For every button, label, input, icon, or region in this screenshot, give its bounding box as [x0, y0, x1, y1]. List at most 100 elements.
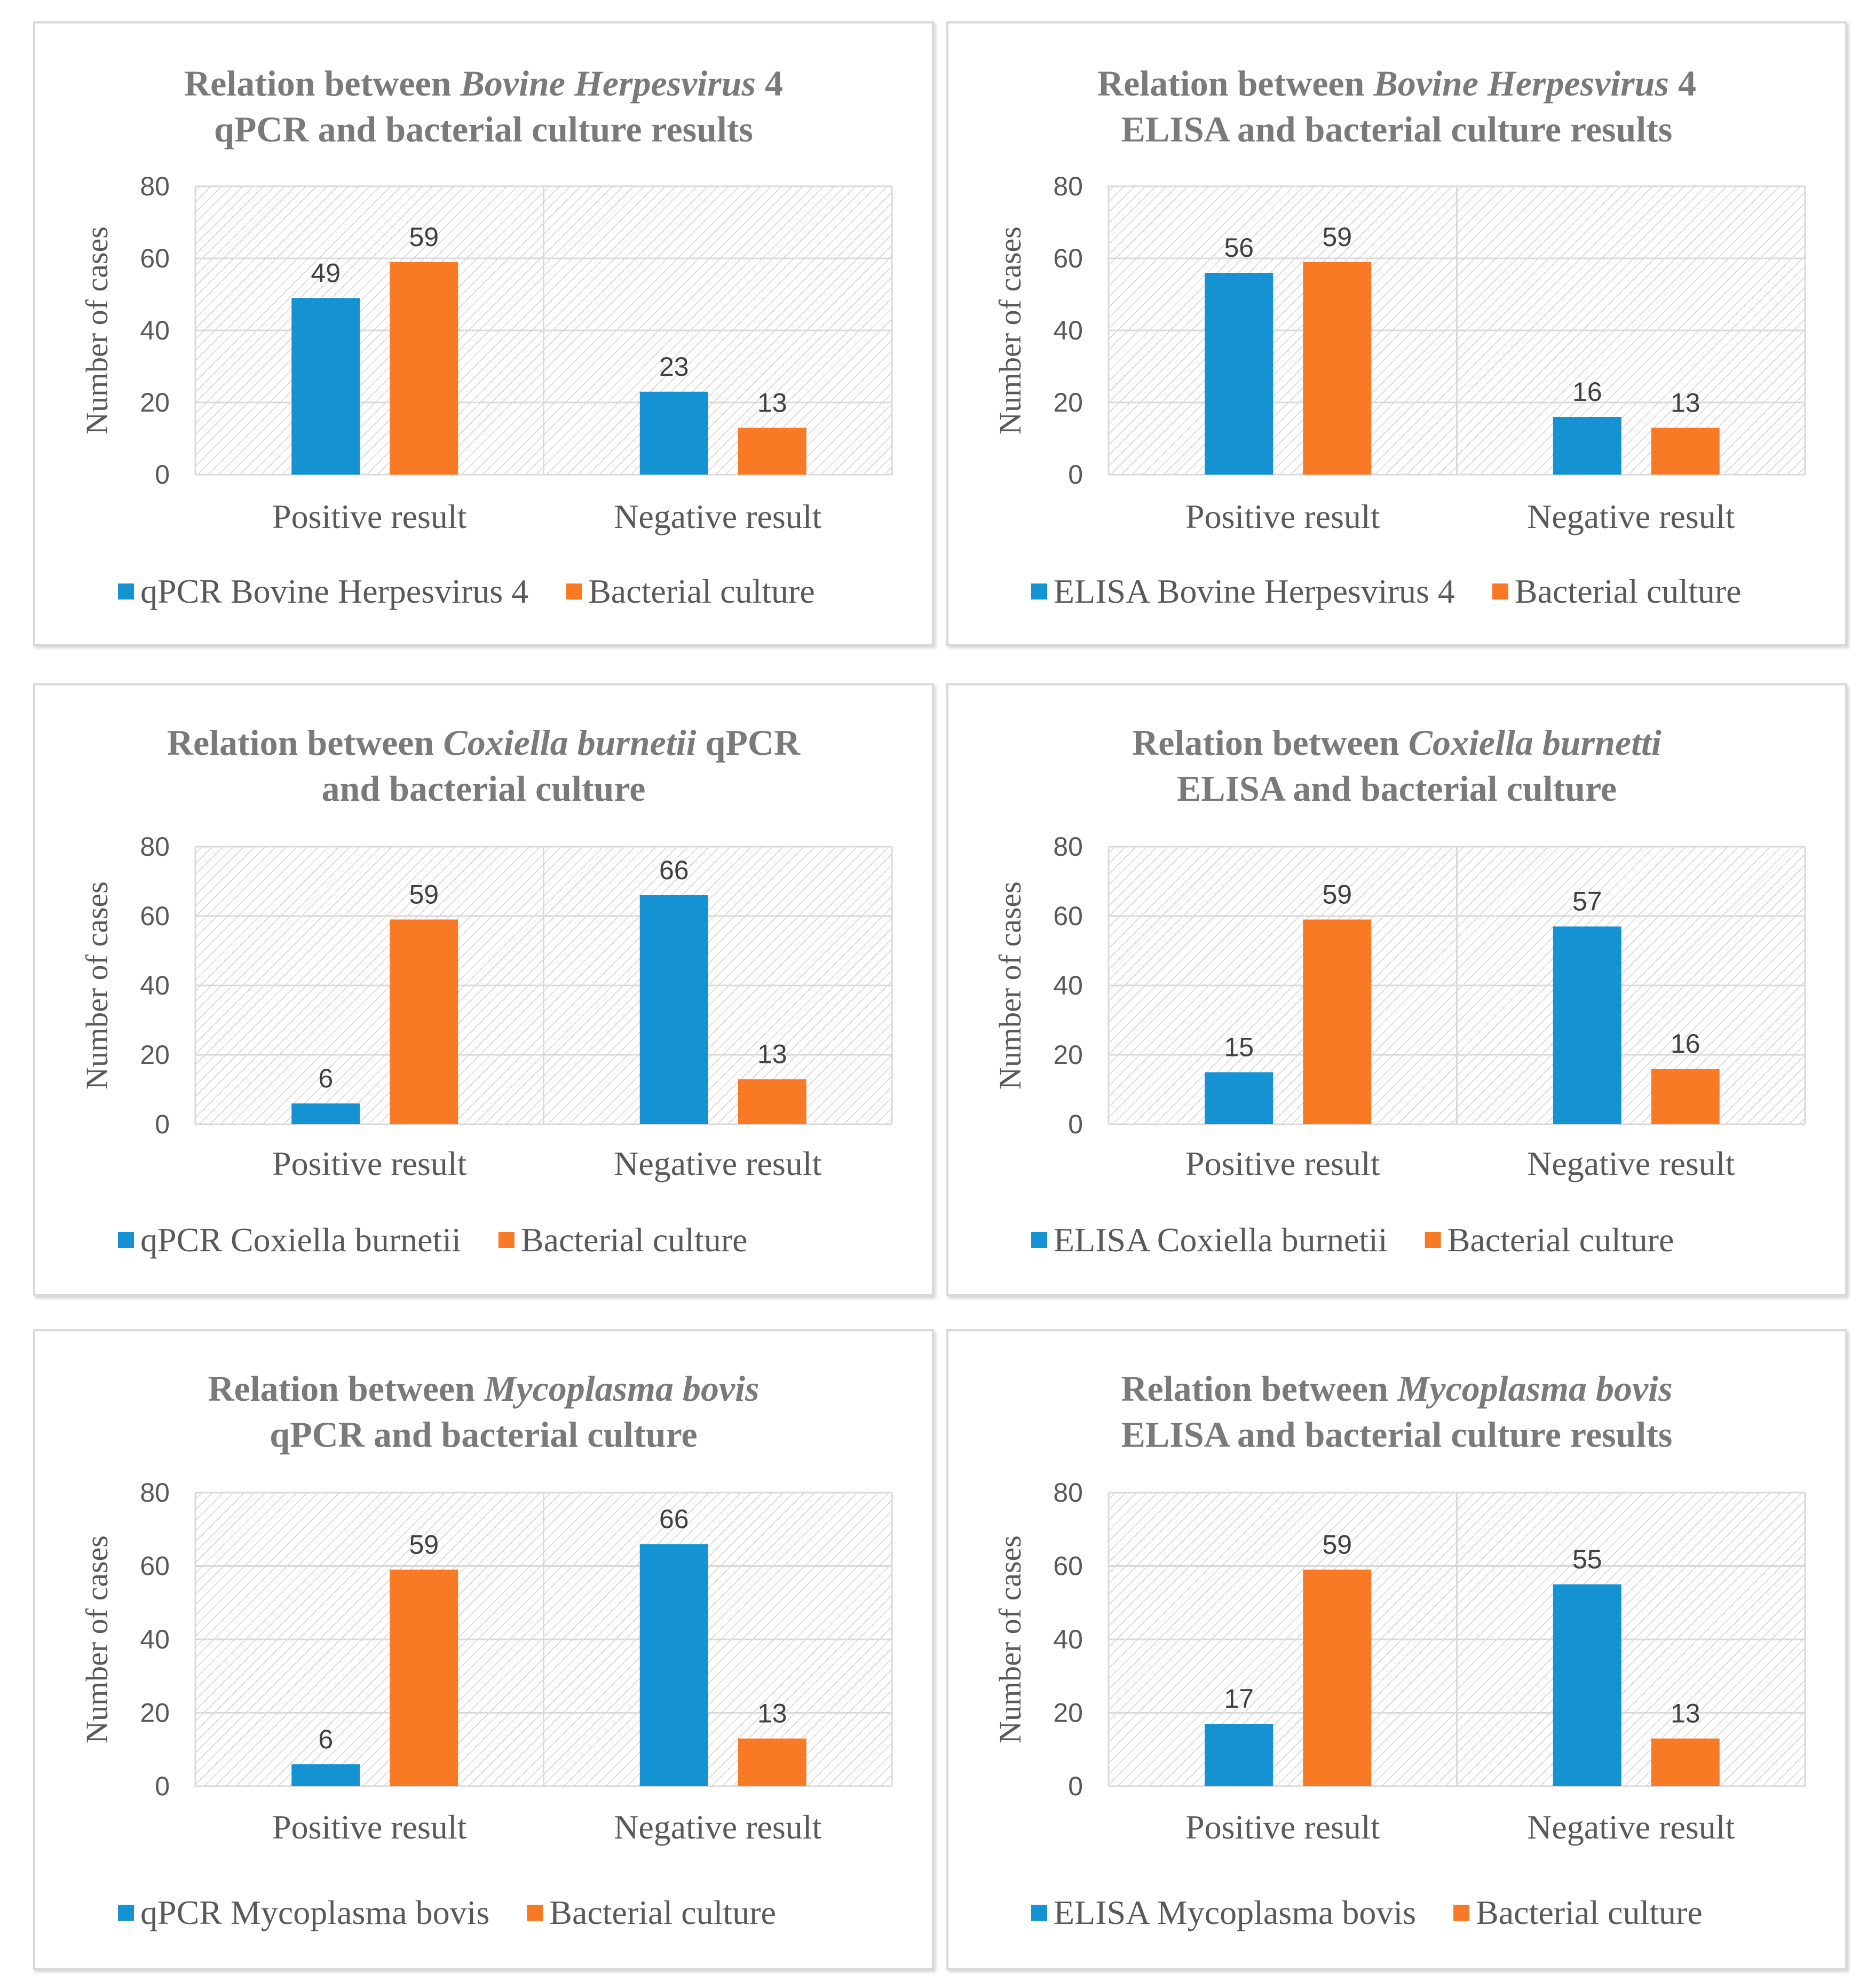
- bar: [1651, 1738, 1720, 1786]
- data-label: 6: [318, 1724, 333, 1754]
- chart-title-line: ELISA and bacterial culture: [1177, 768, 1617, 809]
- y-tick-label: 80: [140, 171, 170, 201]
- x-category-label: Negative result: [1527, 498, 1735, 535]
- bar: [738, 1738, 806, 1786]
- y-axis-label: Number of cases: [80, 1535, 114, 1744]
- chart-title-line: Relation between Mycoplasma bovis: [208, 1368, 759, 1409]
- legend-swatch: [1031, 583, 1047, 599]
- bar: [1303, 1569, 1372, 1786]
- bar: [738, 428, 806, 475]
- data-label: 17: [1224, 1684, 1254, 1714]
- chart-panel-coxiella-elisa: Relation between Coxiella burnetti ELISA …: [946, 683, 1847, 1296]
- data-label: 13: [1671, 388, 1700, 417]
- chart-title-line: qPCR and bacterial culture: [270, 1414, 698, 1455]
- y-tick-label: 40: [1053, 1624, 1083, 1654]
- legend-swatch: [498, 1232, 515, 1248]
- data-label: 66: [659, 1504, 689, 1534]
- bar: [390, 262, 458, 475]
- bar: [639, 391, 708, 475]
- y-tick-label: 80: [1053, 832, 1083, 862]
- legend-label: Bacterial culture: [1476, 1894, 1703, 1931]
- legend-label: ELISA Bovine Herpesvirus 4: [1054, 572, 1455, 610]
- bar: [1651, 428, 1720, 475]
- chart-svg: Relation between Bovine Herpesvirus 4 qPC…: [80, 63, 893, 610]
- y-tick-label: 80: [1053, 171, 1083, 201]
- y-tick-label: 40: [1053, 971, 1083, 1000]
- y-axis-label: Number of cases: [993, 226, 1027, 435]
- x-category-label: Positive result: [272, 1808, 467, 1846]
- data-label: 66: [659, 855, 689, 885]
- y-axis-label: Number of cases: [993, 881, 1027, 1090]
- legend-swatch: [118, 583, 134, 599]
- legend-label: Bacterial culture: [549, 1894, 776, 1931]
- y-tick-label: 40: [140, 1624, 170, 1654]
- y-tick-label: 40: [1053, 315, 1083, 345]
- data-label: 59: [1322, 880, 1352, 910]
- chart-svg: Relation between Mycoplasma bovis ELISA a…: [993, 1368, 1806, 1931]
- bar: [1553, 926, 1621, 1124]
- chart-svg: Relation between Coxiella burnetii qPCR a…: [80, 722, 893, 1259]
- y-tick-label: 40: [140, 971, 170, 1000]
- legend-label: Bacterial culture: [521, 1221, 748, 1259]
- legend-label: qPCR Bovine Herpesvirus 4: [140, 572, 528, 610]
- x-category-label: Negative result: [614, 498, 821, 535]
- chart-panel-bhv4-elisa: Relation between Bovine Herpesvirus 4 ELI…: [946, 21, 1847, 646]
- legend-swatch: [1031, 1232, 1047, 1248]
- data-label: 23: [659, 352, 689, 382]
- legend-label: Bacterial culture: [1447, 1221, 1674, 1259]
- y-axis-label: Number of cases: [80, 226, 114, 435]
- chart-svg: Relation between Coxiella burnetti ELISA …: [993, 722, 1806, 1259]
- y-tick-label: 0: [155, 460, 170, 490]
- bar: [1303, 919, 1372, 1124]
- x-category-label: Positive result: [1185, 498, 1380, 535]
- chart-title-line: and bacterial culture: [322, 768, 646, 809]
- legend-label: qPCR Mycoplasma bovis: [140, 1894, 489, 1931]
- bar: [390, 919, 458, 1124]
- bar: [1553, 417, 1621, 475]
- legend-label: ELISA Coxiella burnetii: [1054, 1221, 1388, 1259]
- data-label: 16: [1671, 1029, 1700, 1059]
- legend-swatch: [566, 583, 582, 599]
- legend-label: qPCR Coxiella burnetii: [140, 1221, 461, 1259]
- data-label: 13: [1671, 1699, 1700, 1729]
- data-label: 49: [311, 258, 341, 288]
- data-label: 59: [1322, 222, 1352, 252]
- x-category-label: Positive result: [1185, 1808, 1380, 1846]
- y-tick-label: 20: [140, 1040, 170, 1070]
- x-category-label: Negative result: [614, 1145, 821, 1182]
- data-label: 15: [1224, 1032, 1254, 1062]
- y-tick-label: 60: [1053, 243, 1083, 273]
- y-tick-label: 0: [1068, 460, 1083, 490]
- x-category-label: Negative result: [614, 1808, 821, 1846]
- data-label: 59: [409, 222, 439, 252]
- data-label: 59: [409, 880, 439, 910]
- y-tick-label: 20: [140, 1698, 170, 1728]
- y-tick-label: 80: [140, 1478, 170, 1508]
- bar: [291, 298, 360, 475]
- chart-panel-coxiella-qpcr: Relation between Coxiella burnetii qPCR a…: [33, 683, 934, 1296]
- legend-label: Bacterial culture: [588, 572, 815, 610]
- y-tick-label: 80: [1053, 1478, 1083, 1508]
- legend-label: Bacterial culture: [1515, 572, 1742, 610]
- chart-title-line: ELISA and bacterial culture results: [1121, 109, 1673, 149]
- legend-swatch: [1453, 1905, 1470, 1921]
- bar: [1205, 1724, 1273, 1786]
- legend-swatch: [1031, 1905, 1047, 1921]
- bar: [291, 1103, 360, 1124]
- y-tick-label: 0: [1068, 1771, 1083, 1801]
- x-category-label: Positive result: [1185, 1145, 1380, 1182]
- y-tick-label: 0: [155, 1109, 170, 1139]
- legend-swatch: [527, 1905, 543, 1921]
- data-label: 13: [757, 1699, 787, 1729]
- y-tick-label: 0: [1068, 1109, 1083, 1139]
- bar: [1303, 262, 1372, 475]
- legend-label: ELISA Mycoplasma bovis: [1054, 1894, 1416, 1931]
- x-category-label: Positive result: [272, 498, 467, 535]
- bar: [390, 1569, 458, 1786]
- bar: [1205, 273, 1273, 475]
- bar: [639, 895, 708, 1124]
- y-tick-label: 0: [155, 1771, 170, 1801]
- data-label: 13: [757, 388, 787, 417]
- data-label: 55: [1572, 1544, 1602, 1574]
- bar: [1651, 1069, 1720, 1124]
